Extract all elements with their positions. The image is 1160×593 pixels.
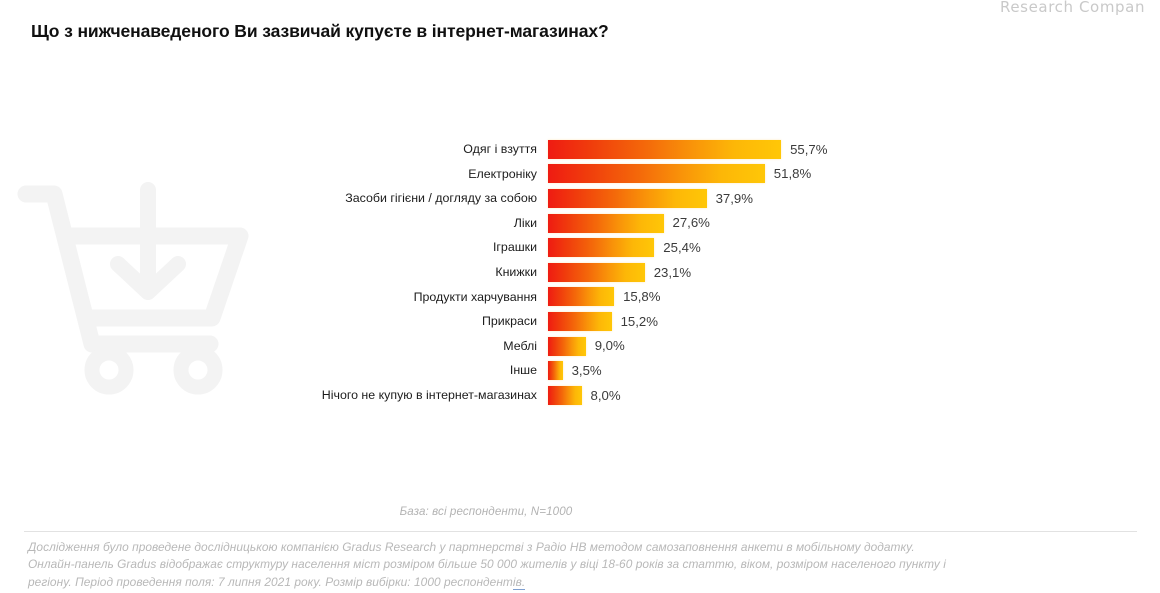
footer-line-3: регіону. Період проведення поля: 7 липня… [28, 574, 1138, 591]
bar-track: 3,5% [548, 358, 1160, 383]
bar-category-label: Меблі [503, 338, 537, 353]
bar-category-label: Ліки [513, 215, 537, 230]
bar-fill [548, 361, 563, 381]
bar-track: 51,8% [548, 162, 1160, 187]
bar-track: 25,4% [548, 235, 1160, 260]
bar-track: 23,1% [548, 260, 1160, 285]
bar-value-label: 55,7% [790, 141, 828, 157]
footer-line-3-tail: ів. [512, 574, 526, 590]
footer-divider [24, 531, 1137, 532]
bar-value-label: 23,1% [653, 264, 692, 280]
bar-track: 37,9% [548, 186, 1160, 211]
bar-track: 15,2% [548, 309, 1160, 334]
bar-track: 27,6% [548, 211, 1160, 236]
bar-fill [548, 287, 615, 307]
bar-category-label: Нічого не купую в інтернет-магазинах [321, 388, 537, 403]
bar-category-label: Одяг і взуття [463, 142, 537, 157]
horizontal-bar-chart: Одяг і взуття 55,7% Електроніку 51,8% Засоби… [0, 137, 1160, 408]
bar-track: 55,7% [548, 137, 1160, 162]
bar-fill [548, 213, 664, 233]
bar-track: 15,8% [548, 285, 1160, 310]
bar-value-label: 3,5% [571, 363, 602, 379]
bar-value-label: 15,2% [620, 313, 658, 329]
bar-fill [548, 238, 655, 258]
bar-track: 9,0% [548, 334, 1160, 359]
bar-row: Прикраси 15,2% [0, 309, 1160, 334]
bar-row: Меблі 9,0% [0, 334, 1160, 359]
bar-value-label: 51,8% [773, 166, 812, 182]
bar-value-label: 9,0% [594, 338, 625, 354]
bar-row: Засоби гігієни / догляду за собою 37,9% [0, 186, 1160, 211]
footer-line-1: Дослідження було проведене дослідницькою… [28, 540, 915, 554]
bar-track: 8,0% [548, 383, 1160, 408]
base-note: База: всі респонденти, N=1000 [399, 505, 573, 518]
bar-category-label: Інше [509, 363, 537, 378]
bar-value-label: 37,9% [715, 190, 753, 206]
bar-row: Нічого не купую в інтернет-магазинах 8,0% [0, 383, 1160, 408]
bar-value-label: 8,0% [590, 387, 621, 403]
bar-row: Одяг і взуття 55,7% [0, 137, 1160, 162]
footer-line-3-head: регіону. Період проведення поля: 7 липня… [28, 574, 513, 589]
footer-line-2: Онлайн-панель Gradus відображає структур… [28, 557, 946, 572]
bar-row: Продукти харчування 15,8% [0, 285, 1160, 310]
bar-category-label: Книжки [495, 265, 537, 280]
brand-watermark: Research Compan [1000, 0, 1146, 16]
bar-row: Інше 3,5% [0, 358, 1160, 383]
bar-fill [548, 164, 765, 184]
bar-value-label: 25,4% [663, 240, 701, 256]
bar-fill [548, 139, 782, 159]
bar-category-label: Засоби гігієни / догляду за собою [345, 191, 537, 206]
bar-category-label: Прикраси [481, 314, 537, 329]
bar-fill [548, 336, 586, 356]
bar-row: Ліки 27,6% [0, 211, 1160, 236]
bar-fill [548, 262, 645, 282]
bar-value-label: 27,6% [672, 215, 710, 231]
bar-value-label: 15,8% [623, 289, 661, 305]
bar-fill [548, 385, 582, 405]
bar-category-label: Іграшки [492, 240, 537, 255]
bar-category-label: Електроніку [468, 166, 537, 181]
bar-row: Електроніку 51,8% [0, 162, 1160, 187]
methodology-footer: Дослідження було проведене дослідницькою… [28, 539, 1138, 591]
bar-row: Книжки 23,1% [0, 260, 1160, 285]
bar-fill [548, 188, 707, 208]
page-title: Що з нижченаведеного Ви зазвичай купуєте… [31, 20, 609, 41]
bar-row: Іграшки 25,4% [0, 235, 1160, 260]
bar-fill [548, 311, 612, 331]
bar-category-label: Продукти харчування [413, 289, 537, 304]
